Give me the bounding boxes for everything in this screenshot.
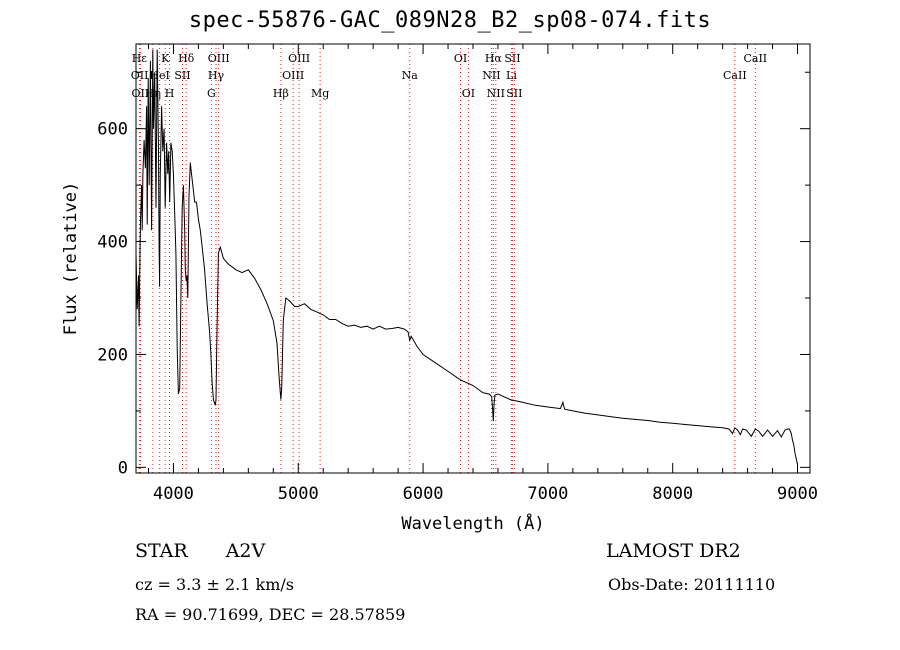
marker-label: Hα xyxy=(485,52,503,65)
marker-label: Hγ xyxy=(208,69,225,82)
marker-label: G xyxy=(207,87,216,100)
plot-frame xyxy=(135,43,811,474)
x-tick-label: 4000 xyxy=(153,484,194,504)
marker-label: NII xyxy=(487,87,505,100)
marker-label: Hβ xyxy=(273,87,289,100)
y-tick-label: 600 xyxy=(97,120,128,140)
marker-label: SII xyxy=(504,52,520,65)
marker-label: H xyxy=(165,87,175,100)
x-tick-label: 7000 xyxy=(527,484,568,504)
marker-label: OI xyxy=(454,52,467,65)
observation-date: Obs-Date: 20111110 xyxy=(608,575,776,594)
tick-labels: 4000 5000 6000 7000 8000 9000 0 200 400 600 xyxy=(97,120,818,504)
x-axis-label: Wavelength (Å) xyxy=(401,512,544,534)
object-classification: STAR A2V xyxy=(135,540,265,562)
redshift-velocity: cz = 3.3 ± 2.1 km/s xyxy=(135,575,294,594)
marker-label: CaII xyxy=(723,69,747,82)
x-tick-label: 6000 xyxy=(403,484,444,504)
marker-label: SII xyxy=(174,69,190,82)
marker-label: OIII xyxy=(282,69,304,82)
marker-label: OIII xyxy=(288,52,310,65)
chart-title: spec-55876-GAC_089N28_B2_sp08-074.fits xyxy=(188,8,712,33)
marker-label: Na xyxy=(402,69,419,82)
marker-label: Mg xyxy=(311,87,329,100)
x-tick-label: 9000 xyxy=(777,484,818,504)
marker-label: Hε xyxy=(132,52,148,65)
y-tick-label: 200 xyxy=(97,345,128,365)
marker-label: SII xyxy=(506,87,522,100)
y-tick-label: 0 xyxy=(118,458,128,478)
y-axis-label: Flux (relative) xyxy=(61,182,81,336)
object-type: STAR xyxy=(135,540,188,562)
spectrum-series xyxy=(135,49,798,465)
object-subclass: A2V xyxy=(225,540,266,562)
survey-name: LAMOST DR2 xyxy=(606,540,741,562)
y-tick-label: 400 xyxy=(97,233,128,253)
line-markers: HεOIIOIIHηHeIKHSIIHδGHγOIIIHβOIIIOIIIMgN… xyxy=(131,44,767,473)
spectrum-line xyxy=(135,49,798,465)
axis-ticks xyxy=(136,44,810,473)
marker-label: OIII xyxy=(208,52,230,65)
marker-label: Li xyxy=(506,69,517,82)
x-tick-label: 5000 xyxy=(278,484,319,504)
x-tick-label: 8000 xyxy=(652,484,693,504)
marker-label: Hδ xyxy=(178,52,195,65)
marker-label: K xyxy=(161,52,170,65)
sky-coordinates: RA = 90.71699, DEC = 28.57859 xyxy=(135,605,406,624)
marker-label: CaII xyxy=(743,52,767,65)
marker-label: NII xyxy=(482,69,500,82)
marker-label: OII xyxy=(131,69,149,82)
marker-label: OI xyxy=(462,87,475,100)
